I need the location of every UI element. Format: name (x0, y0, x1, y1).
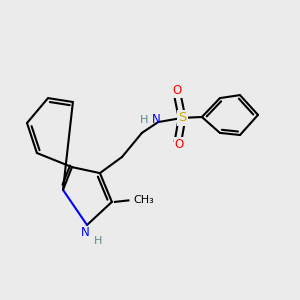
Text: H: H (140, 115, 148, 125)
Text: O: O (172, 83, 182, 97)
Text: N: N (81, 226, 90, 239)
Text: S: S (178, 111, 186, 124)
Text: N: N (152, 112, 161, 126)
Text: O: O (175, 138, 184, 152)
Text: H: H (94, 236, 103, 247)
Text: CH₃: CH₃ (133, 195, 154, 206)
